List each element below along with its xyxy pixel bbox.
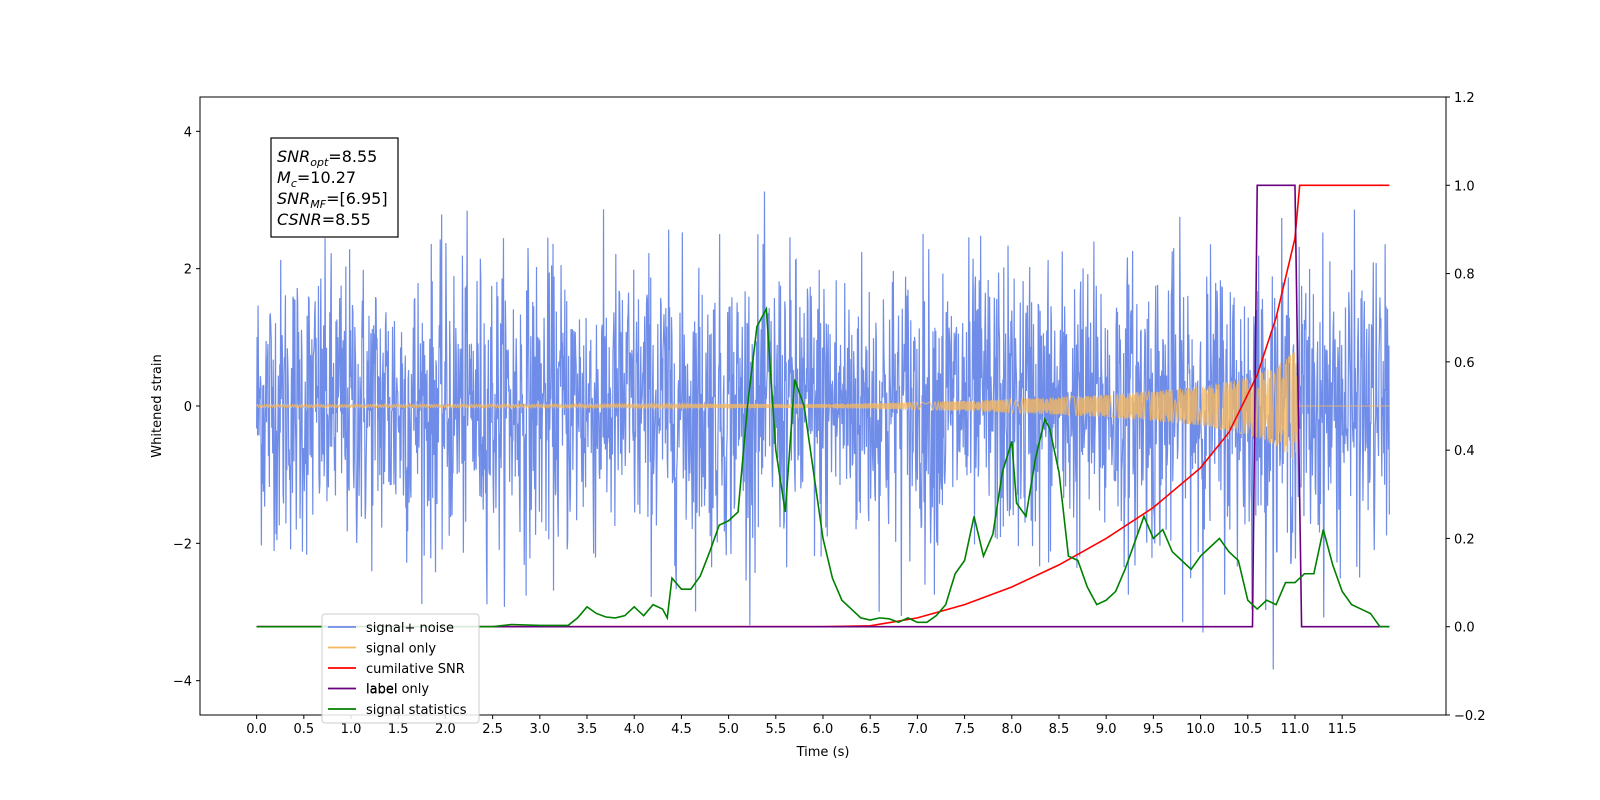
y-axis-left: −4 −2 0 2 4 xyxy=(173,125,200,690)
x-tick-label: 10.5 xyxy=(1233,722,1262,737)
x-tick-label: 7.5 xyxy=(954,722,975,737)
y2-tick-label: 1.0 xyxy=(1454,179,1475,194)
y-tick-label: −4 xyxy=(173,675,192,690)
series-group xyxy=(256,184,1390,670)
series-signal-statistics xyxy=(256,306,1390,628)
legend: label only signal+ noise signal only cumila… xyxy=(321,613,480,724)
y-tick-label: 2 xyxy=(184,263,192,278)
x-tick-label: 2.0 xyxy=(435,722,456,737)
x-axis: 0.0 0.5 1.0 1.5 2.0 2.5 3.0 3.5 4.0 4.5 5.0 5.5 6.0 6… xyxy=(246,715,1357,737)
y2-tick-label: 0.0 xyxy=(1454,621,1475,636)
x-axis-title: Time (s) xyxy=(796,745,850,760)
y2-tick-label: 0.8 xyxy=(1454,268,1475,283)
x-tick-label: 2.5 xyxy=(482,722,503,737)
x-tick-label: 4.0 xyxy=(624,722,645,737)
x-tick-label: 8.5 xyxy=(1049,722,1070,737)
x-tick-label: 4.5 xyxy=(671,722,692,737)
series-label xyxy=(256,184,1390,628)
x-tick-label: 10.0 xyxy=(1186,722,1215,737)
y2-tick-label: 0.6 xyxy=(1454,356,1475,371)
x-tick-label: 0.5 xyxy=(293,722,314,737)
y-axis-title: Whitened strain xyxy=(150,354,165,457)
x-tick-label: 11.5 xyxy=(1328,722,1357,737)
plot-area xyxy=(256,184,1390,670)
x-tick-label: 11.0 xyxy=(1280,722,1309,737)
y-axis-right: −0.2 0.0 0.2 0.4 0.6 0.8 1.0 1.2 xyxy=(1446,91,1486,724)
legend-label: label xyxy=(366,683,397,698)
x-tick-label: 3.5 xyxy=(577,722,598,737)
series-signal-only xyxy=(256,352,1390,459)
legend-label: signal statistics xyxy=(366,703,467,718)
x-tick-label: 1.5 xyxy=(388,722,409,737)
y2-tick-label: −0.2 xyxy=(1454,709,1486,724)
x-tick-label: 6.5 xyxy=(860,722,881,737)
series-signal-noise xyxy=(256,191,1390,670)
legend-ghost-label: label only xyxy=(366,682,429,697)
y2-tick-label: 0.2 xyxy=(1454,532,1475,547)
x-tick-label: 3.0 xyxy=(529,722,550,737)
legend-label: cumilative SNR xyxy=(366,662,465,677)
x-tick-label: 6.0 xyxy=(813,722,834,737)
annotation-line: CSNR=8.55 xyxy=(277,210,371,229)
series-cumulative-snr xyxy=(256,184,1390,628)
x-tick-label: 5.5 xyxy=(765,722,786,737)
x-tick-label: 0.0 xyxy=(246,722,267,737)
y-tick-label: 4 xyxy=(184,125,192,140)
annotation-line: SNRMF=[6.95] xyxy=(277,189,388,211)
annotation-line: SNRopt=8.55 xyxy=(277,147,377,169)
y2-tick-label: 0.4 xyxy=(1454,444,1475,459)
x-tick-label: 9.5 xyxy=(1143,722,1164,737)
x-tick-label: 9.0 xyxy=(1096,722,1117,737)
legend-frame xyxy=(321,613,480,724)
legend-label: signal only xyxy=(366,642,436,657)
x-tick-label: 1.0 xyxy=(341,722,362,737)
x-tick-label: 7.0 xyxy=(907,722,928,737)
annotation-line: Mc=10.27 xyxy=(277,168,356,190)
y-tick-label: 0 xyxy=(184,400,192,415)
legend-label: signal+ noise xyxy=(366,621,454,636)
y2-tick-label: 1.2 xyxy=(1454,91,1475,106)
x-tick-label: 5.0 xyxy=(718,722,739,737)
annotation-frame xyxy=(270,137,399,238)
x-tick-label: 8.0 xyxy=(1001,722,1022,737)
y-tick-label: −2 xyxy=(173,537,192,552)
